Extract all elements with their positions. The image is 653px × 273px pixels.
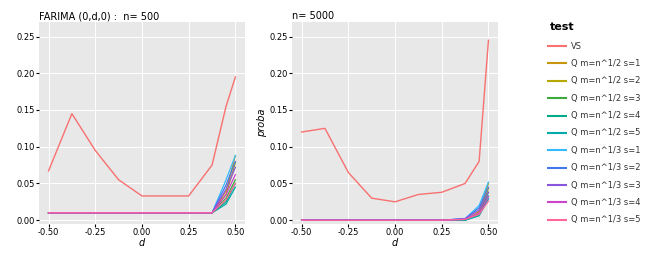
Text: test: test [550, 22, 575, 32]
Text: Q m=n^1/2 s=3: Q m=n^1/2 s=3 [571, 94, 641, 103]
Text: n= 5000: n= 5000 [293, 11, 334, 21]
Text: Q m=n^1/2 s=1: Q m=n^1/2 s=1 [571, 59, 640, 68]
Text: FARIMA (0,d,0) :  n= 500: FARIMA (0,d,0) : n= 500 [39, 11, 159, 21]
Text: Q m=n^1/3 s=4: Q m=n^1/3 s=4 [571, 198, 641, 207]
Text: Q m=n^1/2 s=4: Q m=n^1/2 s=4 [571, 111, 640, 120]
Text: Q m=n^1/3 s=2: Q m=n^1/3 s=2 [571, 163, 641, 172]
X-axis label: d: d [392, 238, 398, 248]
Y-axis label: proba: proba [257, 109, 267, 137]
Text: Q m=n^1/3 s=3: Q m=n^1/3 s=3 [571, 180, 641, 189]
Text: Q m=n^1/2 s=2: Q m=n^1/2 s=2 [571, 76, 640, 85]
Text: VS: VS [571, 41, 582, 51]
Text: Q m=n^1/3 s=5: Q m=n^1/3 s=5 [571, 215, 641, 224]
Text: Q m=n^1/2 s=5: Q m=n^1/2 s=5 [571, 129, 640, 137]
Text: Q m=n^1/3 s=1: Q m=n^1/3 s=1 [571, 146, 641, 155]
X-axis label: d: d [139, 238, 145, 248]
